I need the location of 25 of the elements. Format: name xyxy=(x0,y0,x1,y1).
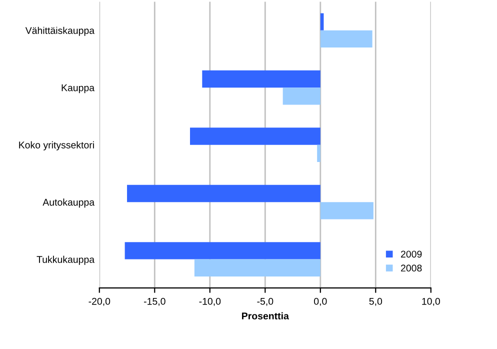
bar xyxy=(190,128,320,145)
legend-label: 2008 xyxy=(401,264,422,272)
x-axis-title: Prosenttia xyxy=(242,312,289,320)
y-tick-label: Autokauppa xyxy=(42,198,95,208)
x-tick-label: -20,0 xyxy=(88,298,110,306)
bar xyxy=(320,202,374,220)
x-tick-label: -15,0 xyxy=(144,298,166,306)
bar xyxy=(202,70,320,88)
bar xyxy=(320,13,324,30)
x-tick-label: -5,0 xyxy=(257,298,274,306)
bar xyxy=(127,184,320,202)
x-tick-label: 0,0 xyxy=(314,298,327,306)
bar xyxy=(194,259,320,276)
bar xyxy=(317,144,320,162)
y-tick-label: Vähittäiskauppa xyxy=(25,26,95,36)
y-tick-label: Kauppa xyxy=(62,84,95,94)
x-tick-label: -10,0 xyxy=(199,298,221,306)
y-tick-label: Tukkukauppa xyxy=(36,256,95,265)
bar xyxy=(282,88,320,105)
y-tick-label: Koko yrityssektori xyxy=(19,141,94,150)
x-tick-label: 10,0 xyxy=(422,298,440,306)
bar xyxy=(320,30,372,48)
legend-label: 2009 xyxy=(401,250,422,258)
bar xyxy=(124,242,320,260)
x-tick-label: 5,0 xyxy=(369,298,382,306)
